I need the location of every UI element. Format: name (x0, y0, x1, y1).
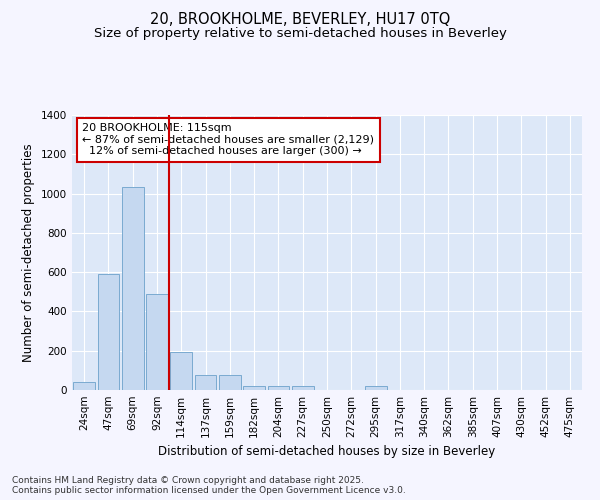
Bar (194, 376, 217, 390)
Y-axis label: Number of semi-detached properties: Number of semi-detached properties (22, 143, 35, 362)
Bar (97, 274, 119, 390)
Text: Contains HM Land Registry data © Crown copyright and database right 2025.
Contai: Contains HM Land Registry data © Crown c… (12, 476, 406, 495)
Bar (170, 352, 192, 390)
Bar (73, 382, 95, 390)
Bar (243, 386, 265, 390)
X-axis label: Distribution of semi-detached houses by size in Beverley: Distribution of semi-detached houses by … (158, 446, 496, 458)
Bar (365, 386, 386, 390)
Bar (268, 386, 289, 390)
Text: 20 BROOKHOLME: 115sqm
← 87% of semi-detached houses are smaller (2,129)
  12% of: 20 BROOKHOLME: 115sqm ← 87% of semi-deta… (82, 123, 374, 156)
Bar (292, 386, 314, 390)
Text: 20, BROOKHOLME, BEVERLEY, HU17 0TQ: 20, BROOKHOLME, BEVERLEY, HU17 0TQ (150, 12, 450, 28)
Bar (219, 376, 241, 390)
Bar (146, 294, 168, 390)
Bar (122, 186, 143, 390)
Text: Size of property relative to semi-detached houses in Beverley: Size of property relative to semi-detach… (94, 28, 506, 40)
